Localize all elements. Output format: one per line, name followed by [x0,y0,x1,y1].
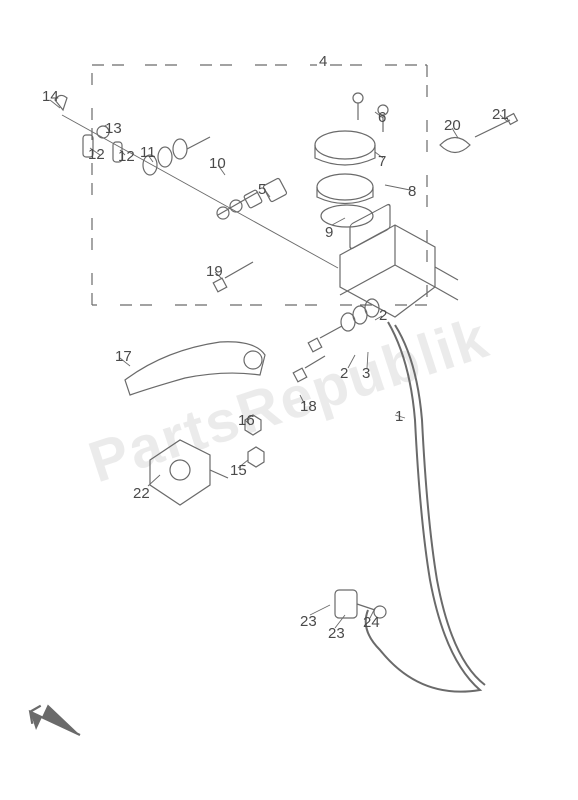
callout-6: 6 [378,109,386,126]
callout-24: 24 [363,614,380,631]
callout-22: 22 [133,485,150,502]
callout-3: 3 [362,365,370,382]
diagram-container: PartsRepublik [0,0,578,800]
callout-21: 21 [492,106,509,123]
callout-11: 11 [140,144,156,161]
callout-12: 12 [88,146,105,163]
callout-2: 2 [379,307,387,324]
callout-16: 16 [238,412,255,429]
callout-19: 19 [206,263,223,280]
callout-1: 1 [395,408,403,425]
callout-20: 20 [444,117,461,134]
callout-15: 15 [230,462,247,479]
callout-17: 17 [115,348,132,365]
callout-18: 18 [300,398,317,415]
callout-13: 13 [105,120,122,137]
callout-23: 23 [300,613,317,630]
callout-7: 7 [378,153,386,170]
callout-8: 8 [408,183,416,200]
callout-2: 2 [340,365,348,382]
callout-14: 14 [42,88,59,105]
callout-5: 5 [258,181,266,198]
callout-12: 12 [118,148,135,165]
callout-4: 4 [319,53,327,70]
callout-10: 10 [209,155,226,172]
callout-9: 9 [325,224,333,241]
callout-23: 23 [328,625,345,642]
